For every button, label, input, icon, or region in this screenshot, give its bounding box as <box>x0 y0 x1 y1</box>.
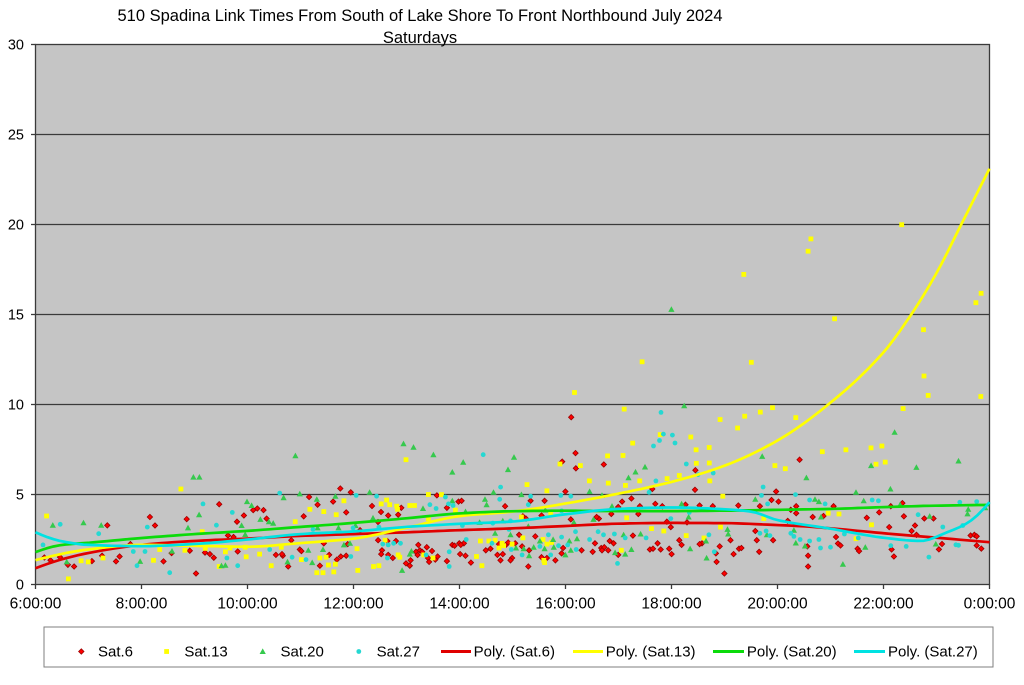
svg-text:Sat.20: Sat.20 <box>281 644 324 661</box>
svg-text:Saturdays: Saturdays <box>383 29 457 47</box>
svg-text:Poly. (Sat.27): Poly. (Sat.27) <box>888 644 978 661</box>
svg-text:14:00:00: 14:00:00 <box>429 596 490 613</box>
svg-text:10: 10 <box>8 398 24 414</box>
svg-text:0:00:00: 0:00:00 <box>964 596 1016 613</box>
svg-text:Poly. (Sat.13): Poly. (Sat.13) <box>606 644 696 661</box>
svg-text:Sat.6: Sat.6 <box>98 644 133 661</box>
svg-text:0: 0 <box>16 578 24 594</box>
svg-text:20:00:00: 20:00:00 <box>747 596 808 613</box>
svg-text:Sat.13: Sat.13 <box>184 644 227 661</box>
svg-text:12:00:00: 12:00:00 <box>323 596 384 613</box>
svg-text:Sat.27: Sat.27 <box>377 644 420 661</box>
svg-text:22:00:00: 22:00:00 <box>853 596 914 613</box>
svg-text:18:00:00: 18:00:00 <box>641 596 702 613</box>
svg-text:30: 30 <box>8 38 24 54</box>
svg-text:15: 15 <box>8 308 24 324</box>
svg-text:16:00:00: 16:00:00 <box>535 596 596 613</box>
svg-text:Poly. (Sat.20): Poly. (Sat.20) <box>747 644 837 661</box>
svg-text:Poly. (Sat.6): Poly. (Sat.6) <box>474 644 555 661</box>
svg-text:10:00:00: 10:00:00 <box>217 596 278 613</box>
svg-text:25: 25 <box>8 128 24 144</box>
svg-text:5: 5 <box>16 488 24 504</box>
svg-text:20: 20 <box>8 218 24 234</box>
svg-text:6:00:00: 6:00:00 <box>10 596 62 613</box>
svg-text:510 Spadina Link Times From So: 510 Spadina Link Times From South of Lak… <box>117 7 722 25</box>
svg-text:8:00:00: 8:00:00 <box>116 596 168 613</box>
